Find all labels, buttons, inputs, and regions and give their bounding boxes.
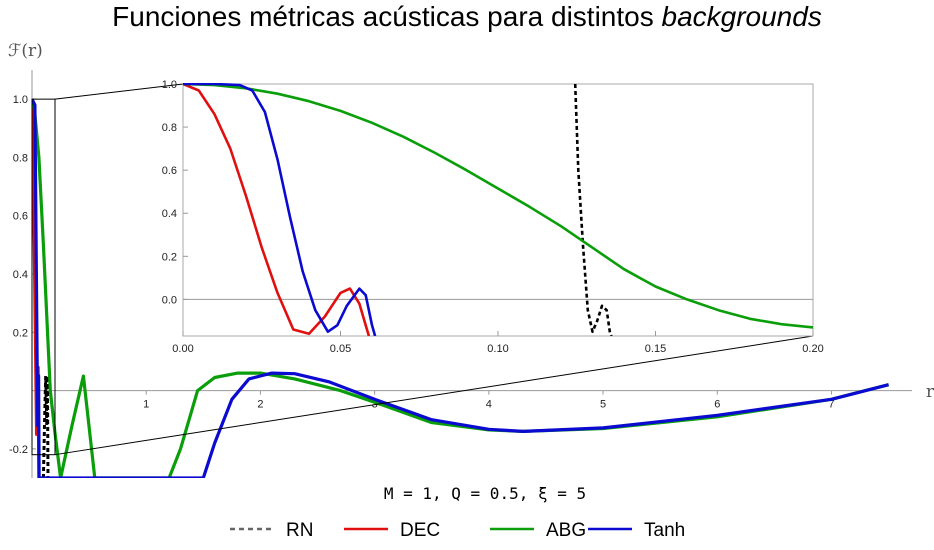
inset-plot: 0.00 0.05 0.10 0.15 0.20 0.0 0.2 0.4 0.6 0.8 1.0 [162,79,824,355]
y-tick-label: 0.6 [13,211,28,223]
y-axis-label: ℱ(r) [8,41,43,61]
inset-series-dec-line [183,83,371,336]
x-tick-label: 4 [486,399,492,411]
y-tick-label: 1.0 [13,94,28,106]
legend-label-tanh: Tanh [644,520,685,541]
inset-x-tick-label: 0.20 [802,343,823,355]
main-plot: 1234567-0.20.20.40.60.81.0 [9,70,912,478]
inset-y-tick-label: 0.4 [162,208,177,220]
inset-y-tick-label: 0.6 [162,165,177,177]
chart-title-main: Funciones métricas acústicas para distin… [112,1,661,32]
y-tick-label: 0.8 [13,152,28,164]
inset-y-tick-label: 1.0 [162,79,177,91]
zoom-connector-lines [54,83,814,456]
y-tick-label: 0.4 [13,269,28,281]
inset-x-tick-label: 0.15 [645,343,666,355]
legend-label-rn: RN [286,520,313,541]
y-tick-label: 0.2 [13,327,28,339]
inset-series-abg-line [183,83,813,329]
inset-y-tick-label: 0.8 [162,122,177,134]
legend-label-abg: ABG [546,520,586,541]
y-tick-label: -0.2 [9,444,28,456]
chart-title: Funciones métricas acústicas para distin… [112,1,822,32]
zoom-connector-top [54,83,184,100]
zoom-connector-bottom [54,335,814,456]
legend-label-dec: DEC [400,520,440,541]
chart-title-italic: backgrounds [662,1,822,32]
inset-x-tick-label: 0.00 [172,343,193,355]
inset-y-tick-label: 0.2 [162,251,177,263]
inset-series-tanh-line [183,83,377,336]
main-series-rn-line [41,374,50,478]
parameters-label: M = 1, Q = 0.5, ξ = 5 [384,484,586,503]
x-tick-label: 2 [257,399,263,411]
x-tick-label: 1 [143,399,149,411]
inset-series-rn-line [573,83,613,336]
main-series-tanh-line [32,98,889,478]
inset-frame [182,83,814,337]
zoom-region-box [31,98,56,456]
legend: RN DEC ABG Tanh [230,520,685,541]
x-tick-label: 5 [600,399,606,411]
x-tick-label: 6 [714,399,720,411]
x-tick-label: 7 [828,399,834,411]
inset-y-tick-label: 0.0 [162,294,177,306]
x-axis-label: r [926,382,934,402]
inset-x-tick-label: 0.10 [487,343,508,355]
inset-x-tick-label: 0.05 [330,343,351,355]
